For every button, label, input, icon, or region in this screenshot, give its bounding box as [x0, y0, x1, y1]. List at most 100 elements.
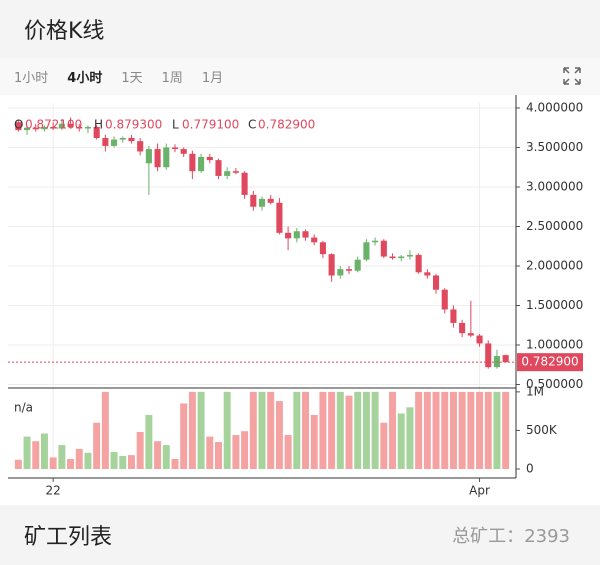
y-tick-label: 2.500000	[526, 219, 583, 233]
volume-bar	[93, 422, 101, 469]
candle-body	[41, 126, 48, 130]
ohlc-low-label: L	[172, 118, 179, 132]
candle-body	[198, 156, 205, 172]
candle-body	[137, 141, 144, 152]
volume-bar	[458, 391, 466, 469]
ohlc-high: 0.879300	[105, 118, 162, 132]
candle-body	[311, 237, 318, 243]
volume-bar	[423, 391, 431, 469]
tab[interactable]: 1天	[121, 71, 143, 86]
volume-bar	[354, 391, 362, 469]
candle-body	[319, 242, 326, 255]
ohlc-high-label: H	[94, 118, 103, 132]
y2-tick-label: 1M	[526, 384, 544, 398]
y-tick-label: 1.500000	[526, 298, 583, 312]
x-tick-label: 22	[46, 484, 61, 498]
y-tick-label: 1.000000	[526, 338, 583, 352]
volume-bar	[302, 391, 309, 469]
volume-bar	[23, 436, 31, 469]
volume-bar	[49, 457, 57, 469]
candle-body	[285, 232, 292, 239]
volume-bar	[232, 435, 240, 469]
volume-bar	[362, 391, 370, 469]
candle-body	[380, 240, 387, 257]
candle-body	[163, 147, 170, 168]
candle-body	[102, 138, 109, 146]
chart: 0.500000 1.000000 1.500000 2.000000 2.500000…	[8, 95, 583, 498]
candle-body	[58, 123, 65, 129]
candle-body	[415, 254, 422, 273]
candle-body	[502, 355, 509, 363]
candle-body	[224, 171, 231, 176]
candle-body	[241, 172, 248, 195]
candle-body	[119, 138, 126, 140]
candle-body	[258, 198, 266, 207]
candle-body	[232, 171, 239, 173]
volume-bar	[67, 458, 75, 469]
volume-bar	[345, 395, 353, 469]
tab[interactable]: 1小时	[14, 71, 49, 86]
candle-body	[145, 149, 152, 164]
candle-body	[467, 333, 474, 336]
candle-body	[215, 160, 222, 176]
volume-bar	[476, 391, 484, 469]
y-tick-label: 2.000000	[526, 259, 583, 273]
count-value: 2393	[524, 526, 570, 547]
volume-bar	[101, 391, 109, 469]
volume-bar	[389, 391, 397, 469]
volume-bar	[415, 391, 423, 469]
volume-bar	[58, 445, 66, 469]
expand-icon[interactable]	[562, 66, 582, 86]
candle-body	[441, 289, 448, 310]
volume-bar	[258, 391, 266, 469]
volume-bar	[171, 458, 179, 469]
candle-body	[24, 127, 31, 131]
volume-bar	[467, 391, 475, 469]
count-label: 总矿工：	[452, 526, 525, 547]
header: 价格K线	[0, 0, 600, 58]
ohlc-low: 0.779100	[182, 118, 239, 132]
candle-body	[180, 149, 187, 154]
volume-bar	[14, 459, 22, 469]
candle-body	[345, 269, 353, 271]
volume-bar	[188, 391, 196, 469]
candle-body	[406, 254, 413, 257]
y-tick-label: 0.500000	[526, 377, 583, 391]
volume-bar	[371, 391, 379, 469]
candle-body	[328, 254, 335, 276]
candle-body	[293, 231, 300, 239]
ohlc-open: 0.872100	[25, 118, 82, 132]
candle-body	[15, 122, 22, 131]
candle-body	[389, 256, 396, 259]
volume-bar	[110, 452, 118, 469]
volume-bar	[493, 391, 501, 469]
candle-body	[337, 269, 344, 276]
volume-bar	[380, 422, 388, 469]
volume-bar	[162, 445, 170, 469]
tab-bar: 1小时 4小时 1天 1周 1月	[0, 58, 600, 95]
candle-body	[432, 275, 440, 290]
volume-bar	[145, 415, 153, 469]
volume-bar	[154, 441, 162, 469]
miner-count: 总矿工：2393	[452, 522, 570, 548]
volume-bar	[310, 415, 318, 469]
tab[interactable]: 4小时	[67, 71, 103, 86]
ohlc-open-label: O	[14, 118, 23, 132]
volume-bar	[197, 391, 205, 469]
candle-body	[128, 138, 135, 142]
footer: 矿工列表 总矿工：2393	[0, 505, 600, 565]
volume-label: n/a	[14, 401, 33, 415]
candle-body	[450, 309, 457, 323]
volume-bar	[432, 391, 440, 469]
price-tag	[517, 353, 583, 372]
volume-bar	[127, 455, 135, 469]
tab[interactable]: 1月	[201, 71, 224, 86]
volume-bar	[406, 407, 414, 469]
volume-bar	[32, 441, 40, 469]
volume-bar	[206, 436, 214, 469]
candle-body	[250, 194, 257, 207]
candle-body	[206, 156, 213, 161]
volume-bar	[484, 391, 492, 469]
tab[interactable]: 1周	[161, 71, 183, 86]
y2-tick-label: 500K	[526, 423, 558, 437]
